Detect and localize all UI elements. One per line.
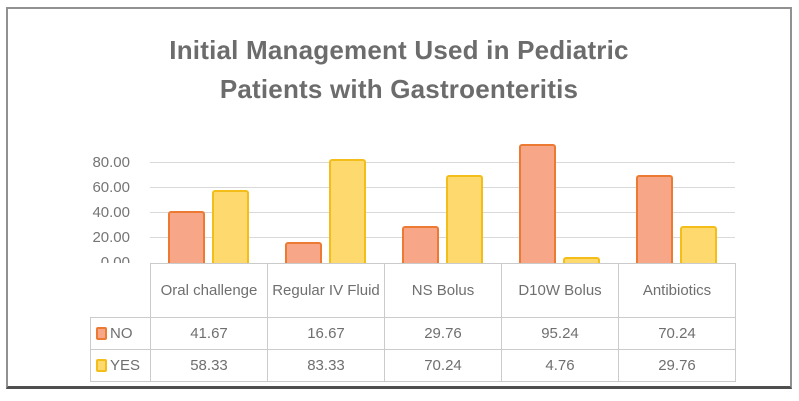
- category-header-cell: Antibiotics: [618, 263, 736, 318]
- bar-yes-3: [563, 257, 600, 263]
- y-axis-tick-label: 20.00: [92, 229, 130, 246]
- data-table: Oral challenge Regular IV Fluid NS Bolus D1…: [90, 263, 736, 382]
- table-body: NO 41.67 16.67 29.76 95.24 70.24 YES 58.33 83.33…: [90, 317, 736, 382]
- legend-swatch-icon: [96, 327, 107, 340]
- value-cell: 83.33: [267, 349, 385, 382]
- category-header-cell: Regular IV Fluid: [267, 263, 385, 318]
- value-cell: 70.24: [618, 317, 736, 350]
- chart-title: Initial Management Used in Pediatric Pat…: [8, 31, 790, 109]
- gridline: [150, 212, 735, 213]
- bar-no-0: [168, 211, 205, 263]
- table-corner-cell: [91, 264, 151, 318]
- chart-title-line-2: Patients with Gastroenteritis: [219, 74, 579, 104]
- gridline: [150, 187, 735, 188]
- value-cell: 29.76: [618, 349, 736, 382]
- bar-no-3: [519, 144, 556, 263]
- legend-cell-yes: YES: [90, 349, 151, 382]
- value-cell: 58.33: [150, 349, 268, 382]
- bar-no-2: [402, 226, 439, 263]
- value-cell: 16.67: [267, 317, 385, 350]
- value-cell: 29.76: [384, 317, 502, 350]
- bar-yes-4: [680, 226, 717, 263]
- legend-label: NO: [110, 325, 133, 342]
- value-cell: 95.24: [501, 317, 619, 350]
- value-cell: 70.24: [384, 349, 502, 382]
- category-header-cell: Oral challenge: [150, 263, 268, 318]
- bar-yes-0: [212, 190, 249, 263]
- legend-cell-no: NO: [90, 317, 151, 350]
- gridline: [150, 237, 735, 238]
- value-cell: 41.67: [150, 317, 268, 350]
- gridline: [150, 162, 735, 163]
- value-cell: 4.76: [501, 349, 619, 382]
- category-header-cell: D10W Bolus: [501, 263, 619, 318]
- legend-swatch-icon: [96, 359, 107, 372]
- table-row-yes: YES 58.33 83.33 70.24 4.76 29.76: [90, 349, 736, 382]
- table-header-row: Oral challenge Regular IV Fluid NS Bolus D1…: [91, 263, 736, 318]
- bar-yes-2: [446, 175, 483, 263]
- table-row-no: NO 41.67 16.67 29.76 95.24 70.24: [90, 317, 736, 350]
- plot-area: [150, 137, 735, 263]
- bar-yes-1: [329, 159, 366, 263]
- chart-frame: Initial Management Used in Pediatric Pat…: [6, 7, 792, 389]
- category-header-cell: NS Bolus: [384, 263, 502, 318]
- chart-title-line-1: Initial Management Used in Pediatric: [169, 35, 629, 65]
- bar-no-4: [636, 175, 673, 263]
- legend-label: YES: [110, 357, 141, 374]
- y-axis-tick-label: 40.00: [92, 204, 130, 221]
- y-axis-tick-label: 60.00: [92, 179, 130, 196]
- bar-no-1: [285, 242, 322, 263]
- y-axis-tick-label: 80.00: [92, 154, 130, 171]
